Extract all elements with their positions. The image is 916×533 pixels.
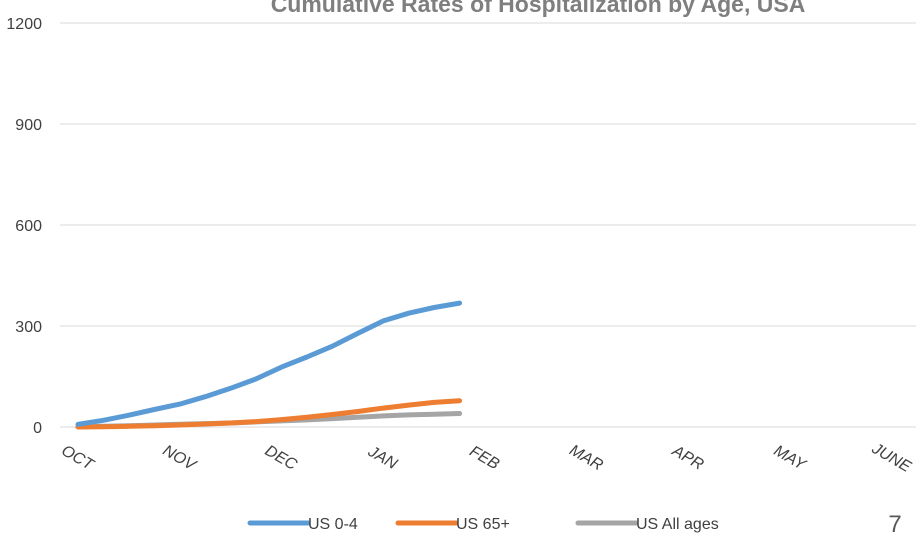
y-tick-label: 600 <box>15 218 42 235</box>
x-axis-tick-labels: OCT NOV DEC JAN FEB MAR APR MAY JUNE <box>58 440 914 476</box>
y-tick-label: 300 <box>15 319 42 336</box>
y-axis-tick-labels: 0 300 600 900 1200 <box>6 16 42 437</box>
x-tick-label: FEB <box>467 443 503 473</box>
page-number: 7 <box>888 511 901 533</box>
legend-label: US 0-4 <box>308 516 358 533</box>
x-tick-label: DEC <box>262 442 300 474</box>
x-tick-label: JAN <box>364 443 400 474</box>
series-line-us-65- <box>75 398 463 430</box>
y-tick-label: 1200 <box>6 16 42 33</box>
legend-label: US All ages <box>636 516 719 533</box>
x-tick-label: NOV <box>160 442 200 475</box>
series-lines <box>75 300 463 430</box>
x-tick-label: OCT <box>58 442 97 474</box>
legend: US 0-4 US 65+ US All ages <box>247 516 719 533</box>
x-tick-label: JUNE <box>868 440 914 476</box>
legend-label: US 65+ <box>456 516 510 533</box>
x-tick-label: MAY <box>771 442 810 474</box>
chart-title: Cumulative Rates of Hospitalization by A… <box>271 0 806 17</box>
series-line-us-0-4 <box>75 300 463 427</box>
y-tick-label: 0 <box>33 420 42 437</box>
x-tick-label: APR <box>668 442 706 474</box>
y-tick-label: 900 <box>15 117 42 134</box>
x-tick-label: MAR <box>566 442 606 475</box>
gridlines <box>60 22 916 428</box>
